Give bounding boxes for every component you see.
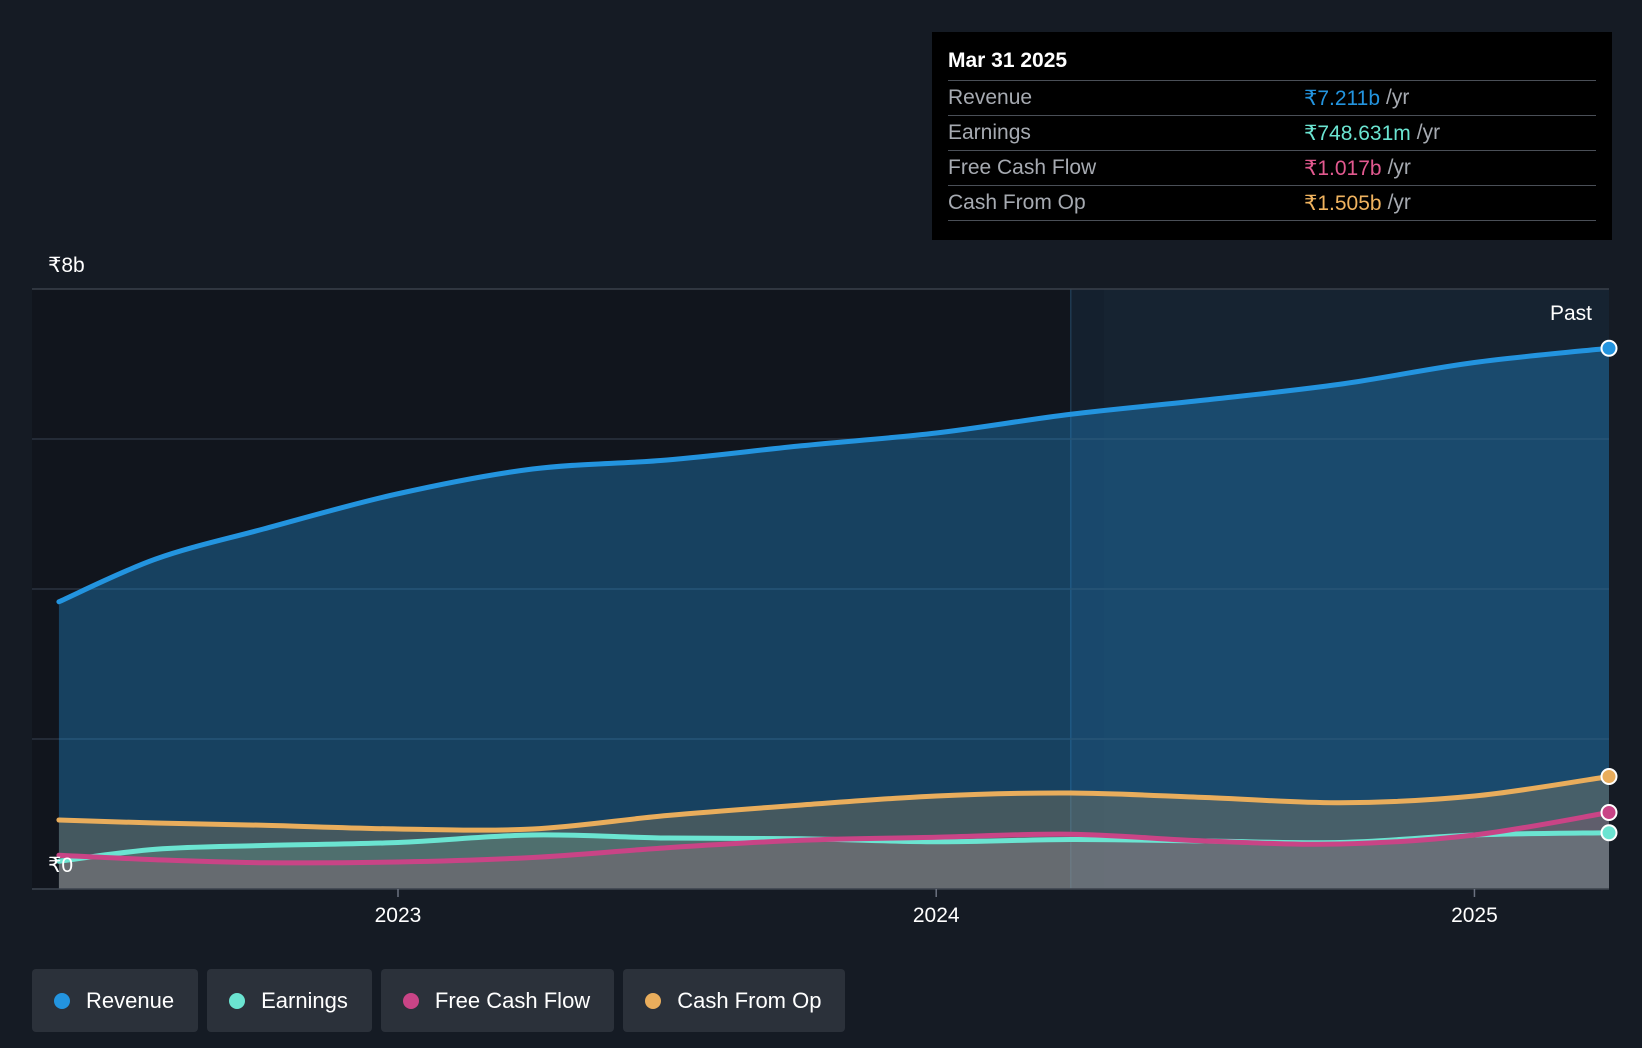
tooltip-unit: /yr [1387,156,1411,179]
legend-label: Cash From Op [677,987,822,1013]
free-cash-flow-area [58,812,1610,889]
legend-item-revenue[interactable]: Revenue [32,969,199,1032]
series-lines [56,345,1612,866]
legend-label: Free Cash Flow [434,987,591,1013]
legend-label: Revenue [86,987,175,1013]
legend: Revenue Earnings Free Cash Flow Cash Fro… [32,969,846,1032]
cash-from-op-dot-icon [645,992,662,1009]
end-markers [1600,339,1618,842]
earnings-dot-icon [229,992,246,1009]
tooltip-unit: /yr [1416,121,1441,144]
tooltip-value: ₹1.505b [1304,191,1382,215]
revenue-line [56,345,1612,605]
tooltip-row-free-cash-flow: Free Cash Flow ₹1.017b /yr [948,150,1596,185]
x-tick-label: 2024 [913,904,960,927]
cash-from-op-line [56,774,1612,833]
legend-item-cash-from-op[interactable]: Cash From Op [623,969,846,1032]
revenue-end-marker [1600,339,1618,357]
y-tick-label-bottom: ₹0 [48,854,73,877]
legend-label: Earnings [261,987,348,1013]
tooltip-unit: /yr [1387,191,1411,214]
x-tick-label: 2023 [375,904,422,927]
tooltip: Mar 31 2025 Revenue ₹7.211b /yr Earnings… [932,32,1612,240]
tooltip-label: Free Cash Flow [948,156,1097,179]
tooltip-unit: /yr [1386,86,1410,109]
tooltip-date: Mar 31 2025 [948,49,1068,72]
tooltip-row-revenue: Revenue ₹7.211b /yr [948,80,1596,115]
past-label: Past [1550,302,1592,325]
tooltip-value: ₹748.631m [1304,121,1411,145]
x-tick-label: 2025 [1451,904,1498,927]
free-cash-flow-dot-icon [402,992,419,1009]
tooltip-row-earnings: Earnings ₹748.631m /yr [948,115,1596,150]
revenue-dot-icon [54,992,70,1009]
tooltip-value: ₹7.211b [1304,86,1381,110]
legend-item-free-cash-flow[interactable]: Free Cash Flow [380,969,615,1032]
free-cash-flow-end-marker [1600,804,1618,821]
legend-item-earnings[interactable]: Earnings [207,969,372,1032]
free-cash-flow-line [56,810,1612,866]
tooltip-label: Earnings [948,121,1031,144]
tooltip-value: ₹1.017b [1304,156,1382,180]
y-tick-label-top: ₹8b [48,254,85,277]
cash-from-op-end-marker [1600,768,1618,785]
earnings-area [58,832,1610,889]
tooltip-label: Revenue [948,86,1033,109]
tooltip-label: Cash From Op [948,191,1086,214]
gridlines [32,288,1609,890]
tooltip-row-cash-from-op: Cash From Op ₹1.505b /yr [948,185,1596,221]
x-axis: 2023 2024 2025 [32,888,1609,927]
earnings-end-marker [1600,824,1618,842]
